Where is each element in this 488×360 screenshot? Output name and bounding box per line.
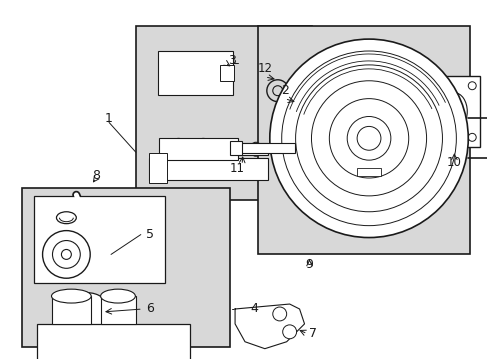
Bar [158,138,238,160]
Bar [101,296,136,324]
Text: 5: 5 [145,228,153,241]
Text: 2: 2 [280,84,288,97]
Ellipse shape [61,292,102,306]
Bar [240,143,294,153]
Circle shape [272,307,286,321]
Bar [238,143,267,155]
Bar [34,196,164,283]
Circle shape [163,82,172,92]
Text: 9: 9 [305,258,313,271]
Bar [230,141,242,155]
Bar [37,324,190,360]
Text: 4: 4 [249,302,257,315]
Ellipse shape [51,289,91,303]
Circle shape [61,249,71,260]
Bar [21,188,230,347]
Circle shape [282,325,296,339]
Bar [220,65,234,81]
Text: 6: 6 [145,302,153,315]
Bar [427,76,479,147]
Text: 3: 3 [228,54,236,67]
Bar [61,299,102,323]
Bar [51,296,91,324]
Circle shape [269,39,468,238]
Text: 11: 11 [229,162,244,175]
Circle shape [42,231,90,278]
Bar [148,153,166,183]
Circle shape [432,133,440,141]
Text: 7: 7 [309,327,317,340]
Text: 8: 8 [92,168,100,181]
Ellipse shape [61,316,102,330]
Text: 1: 1 [105,112,113,125]
Bar [356,168,380,176]
Circle shape [163,54,172,64]
Circle shape [66,238,80,251]
Text: 10: 10 [446,156,461,168]
Bar [136,26,312,200]
Circle shape [468,82,475,90]
Circle shape [52,240,80,268]
Text: 12: 12 [257,62,272,75]
Ellipse shape [101,289,135,303]
Ellipse shape [56,212,76,224]
Bar [157,51,233,95]
Bar [148,158,267,180]
Circle shape [432,82,440,90]
Polygon shape [235,304,304,349]
Circle shape [468,133,475,141]
Bar [257,26,469,255]
